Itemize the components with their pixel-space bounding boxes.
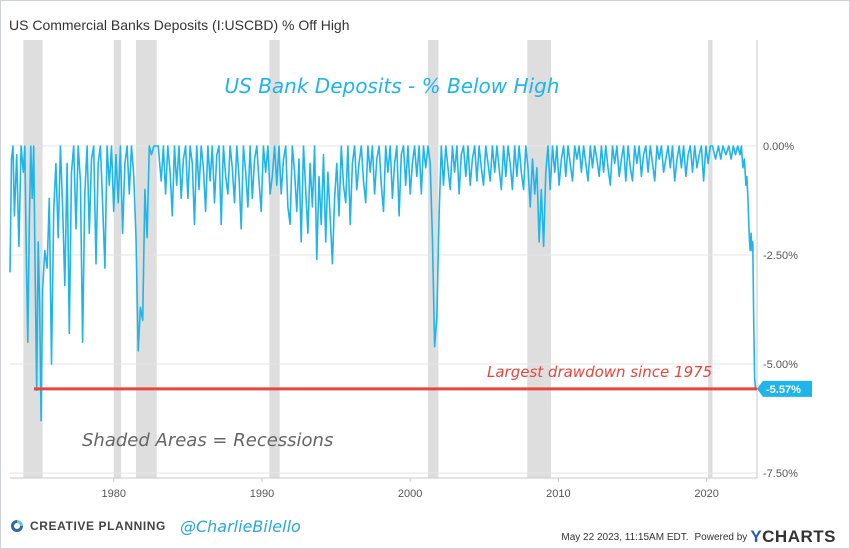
recession-band — [708, 40, 713, 478]
series-line — [9, 145, 757, 422]
gridlines — [10, 40, 758, 479]
creative-planning-logo-icon — [11, 520, 23, 532]
recession-band — [269, 40, 280, 478]
x-tick-label: 2000 — [398, 488, 422, 500]
y-tick-label: 0.00% — [763, 141, 794, 153]
last-value-label: -5.57% — [766, 384, 801, 396]
chart-title: US Commercial Banks Deposits (I:USCBD) %… — [9, 17, 350, 33]
chart-annotation-title: US Bank Deposits - % Below High — [225, 74, 560, 98]
y-tick-label: -2.50% — [763, 250, 798, 262]
threshold-label: Largest drawdown since 1975 — [487, 363, 712, 381]
axis-labels: 0.00% -2.50% -5.00% -7.50% 1980 1990 2000 2010 2… — [102, 141, 799, 500]
last-value-tag — [757, 380, 812, 397]
brand-name: CREATIVE PLANNING — [30, 519, 166, 533]
annotations: US Bank Deposits - % Below High Shaded Ar… — [82, 74, 559, 451]
threshold-layer: Largest drawdown since 1975 -5.57% — [34, 363, 812, 397]
recession-band — [135, 40, 157, 478]
recession-band — [527, 40, 551, 478]
recession-band — [23, 40, 43, 478]
deposits-series — [9, 145, 757, 422]
recession-band — [113, 40, 122, 478]
recession-note: Shaded Areas = Recessions — [82, 430, 333, 451]
powered-by-label: Powered by — [694, 531, 748, 543]
ycharts-logo[interactable]: YCHARTS — [750, 527, 836, 547]
x-tick-label: 1980 — [102, 488, 126, 500]
ycharts-logo-rest: CHARTS — [762, 527, 836, 546]
x-tick-label: 2020 — [694, 488, 718, 500]
footer-branding: CREATIVE PLANNING @CharlieBilello — [10, 516, 301, 536]
x-tick-label: 2010 — [546, 488, 570, 500]
x-tick-label: 1990 — [250, 488, 274, 500]
twitter-handle[interactable]: @CharlieBilello — [179, 516, 301, 536]
timestamp: May 22 2023, 11:15AM EDT. — [561, 531, 689, 543]
y-tick-label: -7.50% — [763, 468, 798, 480]
ycharts-logo-y: Y — [750, 527, 763, 546]
y-tick-label: -5.00% — [763, 359, 798, 371]
recession-shading — [23, 40, 713, 478]
footer-source: May 22 2023, 11:15AM EDT. Powered by YCH… — [561, 527, 836, 547]
